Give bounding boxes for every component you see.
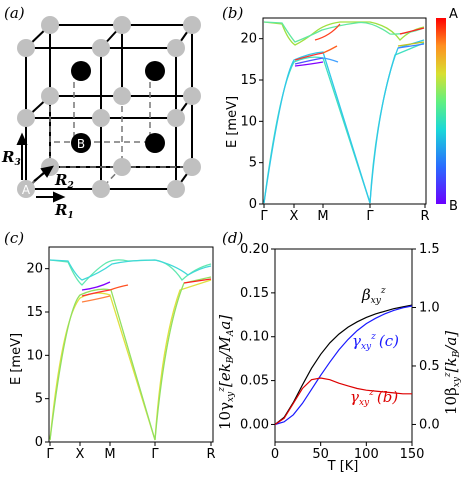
gamma-b-annotation: γxyz (b) [350,388,398,408]
lattice-vectors [16,132,66,203]
panel-d-xlabel: T [K] [327,459,359,474]
colorbar-bottom-label: B [449,199,458,214]
r2-label: R2 [54,171,74,191]
panel-b-label: (b) [222,4,243,22]
xtick-label: Γ [260,209,268,224]
ytick-label: 0 [249,197,257,212]
xtick-label: Γ [366,209,374,224]
ytick-right-label: 0.0 [419,417,440,432]
gamma-c-annotation: γxyz (c) [352,332,399,352]
xtick-label: R [206,447,215,462]
panel-c-frame [48,246,214,443]
ytick-right-label: 1.5 [419,242,440,257]
panel-d-ylabel-left: 10γxyz[ekB/MAa] [216,315,236,430]
panel-d-yticks-right: 0.0 0.5 1.0 1.5 [412,242,440,432]
r3-label: R3 [1,148,21,168]
panel-b-frame [262,17,427,205]
panel-d-frame [274,248,413,443]
ytick-left-label: 0.15 [240,286,269,301]
xtick-label: Γ [151,447,159,462]
ytick-label: 10 [26,348,43,363]
r1-label: R1 [54,201,74,221]
a-site-text: A [22,183,31,197]
xtick-label: 0 [271,447,279,462]
b-site-labeled [71,133,91,153]
panel-a-label: (a) [4,4,25,22]
panel-d-ylabel-right: 10βxyz[kB/a] [442,331,462,415]
ytick-left-label: 0.00 [240,417,269,432]
ytick-left-label: 0.20 [240,242,269,257]
ytick-label: 15 [240,73,257,88]
xtick-label: M [317,209,328,224]
beta-annotation: βxyz [361,286,386,306]
xtick-label: 100 [354,447,379,462]
xtick-label: R [420,209,429,224]
panel-b-yticks: 0 5 10 15 20 [240,32,263,212]
panel-b-ylabel: E [meV] [225,96,240,148]
ytick-label: 5 [249,156,257,171]
ytick-label: 0 [35,435,43,450]
panel-b: (b) E [meV] 0 5 10 15 20 Γ X M Γ R A B [222,4,458,224]
b-sites [71,61,165,153]
b-site-text: B [77,137,85,151]
panel-d-xticks: 0 50 100 150 [271,442,425,462]
ytick-left-label: 0.10 [240,330,269,345]
xtick-label: 150 [400,447,425,462]
ytick-label: 15 [26,305,43,320]
xtick-label: X [290,209,299,224]
series-line-1 [274,305,413,426]
series-line-0 [274,304,413,425]
panel-b-bands [263,21,425,204]
panel-d-label: (d) [222,229,243,247]
xtick-label: X [76,447,85,462]
panel-a: (a) [1,4,201,221]
ytick-right-label: 0.5 [419,359,440,374]
a-site-labeled [17,180,35,198]
panel-d-yticks-left: 0.00 0.05 0.10 0.15 0.20 [240,242,275,432]
colorbar [436,18,446,204]
panel-d: (d) 0.00 0.05 0.10 0.15 0.20 0.0 0.5 1.0 1.5 0 5… [216,229,462,474]
ytick-right-label: 1.0 [419,300,440,315]
ytick-label: 20 [26,262,43,277]
series-line-2 [274,377,412,425]
panel-c-ylabel: E [meV] [9,333,24,385]
panel-c-bands [49,259,212,441]
panel-d-series [274,304,413,426]
xtick-label: M [104,447,115,462]
ytick-label: 20 [240,32,257,47]
xtick-label: Γ [46,447,54,462]
ytick-label: 10 [240,114,257,129]
xtick-label: 50 [312,447,329,462]
panel-c: (c) E [meV] 0 5 10 15 20 Γ X M Γ R [4,229,216,462]
panel-c-yticks: 0 5 10 15 20 [26,262,49,450]
colorbar-top-label: A [449,7,458,22]
ytick-left-label: 0.05 [240,374,269,389]
panel-c-label: (c) [4,229,24,247]
ytick-label: 5 [35,392,43,407]
